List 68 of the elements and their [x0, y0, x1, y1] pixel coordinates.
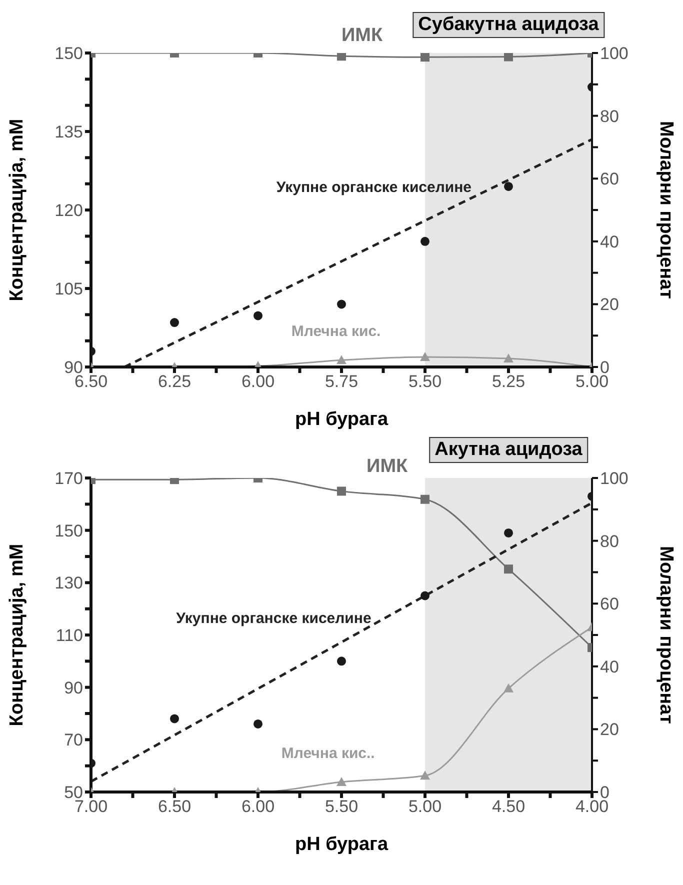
y2-tick-label: 40	[600, 657, 619, 676]
point	[420, 591, 430, 600]
x-tick-label: 5.00	[575, 372, 609, 392]
y-tick-label: 150	[54, 44, 83, 64]
series-label: ИМК	[366, 456, 408, 478]
y2-tick-label: 100	[600, 44, 628, 64]
point	[504, 683, 514, 692]
series-label: Млечна кис.	[291, 323, 381, 340]
y-tick-label: 70	[64, 730, 83, 750]
x-axis-title: pH бурага	[294, 409, 388, 430]
y-axis-title: Концентрација, mM	[6, 118, 28, 302]
x-tick-label: 4.00	[575, 797, 609, 816]
series-label: Укупне органске киселине	[276, 178, 472, 196]
point	[504, 182, 513, 191]
y2-axis-title: Моларни проценат	[655, 546, 676, 724]
point	[337, 53, 346, 61]
series-label: Млечна кис..	[281, 744, 375, 762]
x-tick-label: 5.75	[324, 372, 358, 392]
x-tick-label: 6.50	[74, 372, 108, 392]
series-label: ИМК	[342, 24, 383, 47]
point	[337, 486, 346, 496]
series-label: Укупне органске киселине	[176, 610, 372, 627]
point	[420, 236, 430, 246]
x-tick-label: 6.00	[241, 372, 275, 392]
y2-tick-label: 80	[600, 532, 619, 551]
y2-axis-title: Моларни проценат	[655, 121, 676, 299]
x-tick-label: 6.00	[241, 797, 275, 816]
y-tick-label: 130	[54, 574, 83, 593]
y2-tick-label: 80	[600, 106, 619, 126]
point	[170, 318, 179, 328]
x-axis-title: pH бурага	[294, 834, 388, 855]
x-tick-label: 6.50	[158, 797, 192, 816]
point	[337, 300, 346, 309]
x-tick-label: 7.00	[74, 797, 108, 816]
y2-tick-label: 20	[600, 295, 619, 314]
point	[336, 776, 346, 786]
y-tick-label: 105	[54, 280, 83, 299]
y2-tick-label: 60	[600, 170, 619, 189]
y2-tick-label: 60	[600, 594, 619, 614]
point	[254, 719, 262, 728]
y2-tick-label: 20	[600, 720, 619, 740]
x-tick-label: 6.25	[158, 372, 192, 392]
x-tick-label: 5.50	[324, 797, 358, 816]
x-tick-label: 4.50	[492, 797, 526, 816]
y-tick-label: 90	[64, 678, 83, 698]
band-label: Акутна ацидоза	[428, 437, 588, 463]
x-tick-label: 5.25	[492, 372, 526, 392]
y2-tick-label: 40	[600, 232, 619, 252]
point	[504, 564, 513, 574]
y-axis-title: Концентрација, mM	[6, 544, 28, 726]
point	[420, 494, 430, 504]
point	[337, 656, 346, 666]
x-tick-label: 5.50	[408, 372, 442, 392]
point	[254, 311, 262, 320]
y-tick-label: 150	[54, 521, 83, 540]
x-tick-label: 5.00	[408, 797, 442, 816]
point	[504, 53, 513, 62]
point	[420, 770, 430, 780]
y-tick-label: 135	[54, 122, 83, 142]
y-tick-label: 110	[56, 626, 83, 646]
point	[170, 714, 179, 724]
band-label: Субакутна ацидоза	[412, 12, 605, 38]
point	[420, 352, 430, 361]
y-tick-label: 120	[54, 201, 83, 220]
point	[504, 528, 513, 538]
y-tick-label: 170	[54, 469, 83, 488]
y2-tick-label: 100	[600, 469, 628, 488]
point	[420, 53, 430, 62]
